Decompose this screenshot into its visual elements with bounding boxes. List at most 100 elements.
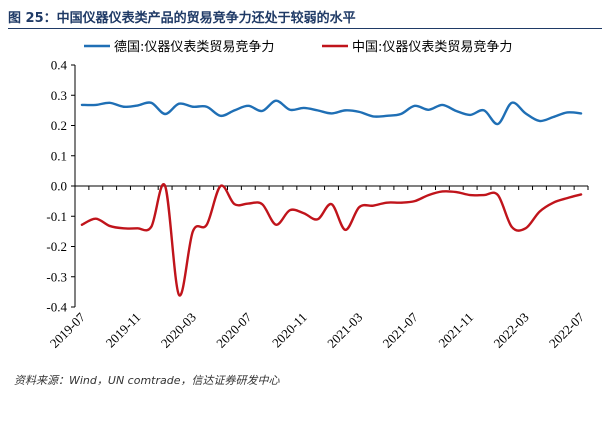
- x-axis: 2019-07 2019-11 2020-03 2020-07 2020-11 2021-…: [47, 185, 589, 351]
- y-tick-label: -0.3: [46, 269, 67, 284]
- x-tick-label: 2021-11: [435, 310, 476, 351]
- data-point: [511, 226, 513, 228]
- data-point: [358, 111, 360, 113]
- y-tick-label: 0.3: [51, 88, 67, 103]
- data-point: [233, 109, 235, 111]
- data-point: [511, 102, 513, 104]
- data-point: [150, 102, 152, 104]
- data-point: [178, 294, 180, 296]
- x-tick-label: 2020-03: [158, 310, 199, 351]
- x-tick-label: 2019-11: [103, 310, 144, 351]
- data-point: [316, 218, 318, 220]
- x-tick-label: 2021-03: [324, 310, 365, 351]
- data-point: [524, 112, 526, 114]
- data-point: [566, 197, 568, 199]
- y-tick-label: 0.1: [51, 148, 67, 163]
- series-line-china: [80, 182, 583, 297]
- data-point: [580, 193, 582, 195]
- y-tick-label: -0.2: [46, 239, 67, 254]
- data-point: [275, 99, 277, 101]
- x-tick-label: 2020-11: [269, 310, 310, 351]
- data-point: [178, 103, 180, 105]
- series-line-germany: [80, 99, 583, 126]
- data-point: [524, 227, 526, 229]
- y-tick-label: 0.0: [51, 179, 67, 194]
- x-tick-label: 2019-07: [47, 309, 89, 351]
- data-point: [303, 212, 305, 214]
- data-point: [358, 206, 360, 208]
- data-point: [164, 113, 166, 115]
- chart-legend: 德国:仪器仪表类贸易竞争力 中国:仪器仪表类贸易竞争力: [84, 39, 512, 55]
- data-point: [219, 185, 221, 187]
- data-point: [413, 105, 415, 107]
- data-point: [330, 112, 332, 114]
- data-point: [233, 203, 235, 205]
- data-point: [372, 115, 374, 117]
- data-point: [441, 190, 443, 192]
- data-point: [122, 227, 124, 229]
- data-point: [95, 217, 97, 219]
- data-point: [136, 104, 138, 106]
- x-tick-label: 2020-07: [213, 309, 255, 351]
- data-point: [289, 109, 291, 111]
- data-point: [303, 107, 305, 109]
- data-point: [566, 111, 568, 113]
- data-point: [552, 116, 554, 118]
- data-point: [122, 106, 124, 108]
- data-point: [427, 109, 429, 111]
- data-point: [219, 115, 221, 117]
- data-point: [261, 110, 263, 112]
- y-tick-label: -0.4: [46, 300, 67, 315]
- y-tick-label: 0.4: [51, 58, 68, 73]
- data-point: [372, 204, 374, 206]
- data-point: [497, 194, 499, 196]
- source-note: 资料来源：Wind，UN comtrade，信达证券研发中心: [14, 374, 280, 387]
- data-point: [261, 203, 263, 205]
- data-point: [386, 201, 388, 203]
- data-point: [483, 194, 485, 196]
- data-point: [247, 105, 249, 107]
- data-point: [580, 112, 582, 114]
- data-point: [247, 202, 249, 204]
- data-point: [206, 106, 208, 108]
- data-point: [275, 224, 277, 226]
- data-point: [386, 115, 388, 117]
- data-point: [192, 106, 194, 108]
- data-point: [81, 224, 83, 226]
- data-point: [455, 110, 457, 112]
- data-point: [330, 203, 332, 205]
- data-point: [108, 225, 110, 227]
- data-point: [538, 120, 540, 122]
- data-point: [552, 201, 554, 203]
- data-point: [81, 104, 83, 106]
- data-point: [469, 114, 471, 116]
- data-point: [344, 229, 346, 231]
- data-point: [497, 123, 499, 125]
- figure-title: 图 25：中国仪器仪表类产品的贸易竞争力还处于较弱的水平: [8, 11, 356, 26]
- y-tick-label: -0.1: [46, 209, 67, 224]
- x-tick-label: 2022-03: [490, 310, 531, 351]
- data-point: [316, 109, 318, 111]
- data-point: [538, 211, 540, 213]
- data-point: [427, 194, 429, 196]
- y-axis: 0.4 0.3 0.2 0.1 0.0 -0.1 -0.2 -0.3 -0.4: [46, 58, 76, 315]
- data-point: [150, 226, 152, 228]
- data-point: [206, 224, 208, 226]
- data-point: [344, 109, 346, 111]
- data-point: [108, 102, 110, 104]
- legend-label: 德国:仪器仪表类贸易竞争力: [114, 39, 274, 55]
- data-point: [483, 109, 485, 111]
- data-point: [400, 201, 402, 203]
- series-layer: [80, 99, 583, 297]
- title-divider: [8, 28, 602, 29]
- data-point: [164, 185, 166, 187]
- legend-label: 中国:仪器仪表类贸易竞争力: [352, 39, 512, 55]
- x-tick-label: 2021-07: [380, 309, 422, 351]
- data-point: [469, 194, 471, 196]
- data-point: [413, 200, 415, 202]
- data-point: [289, 209, 291, 211]
- x-tick-label: 2022-07: [546, 309, 588, 351]
- data-point: [95, 104, 97, 106]
- data-point: [400, 113, 402, 115]
